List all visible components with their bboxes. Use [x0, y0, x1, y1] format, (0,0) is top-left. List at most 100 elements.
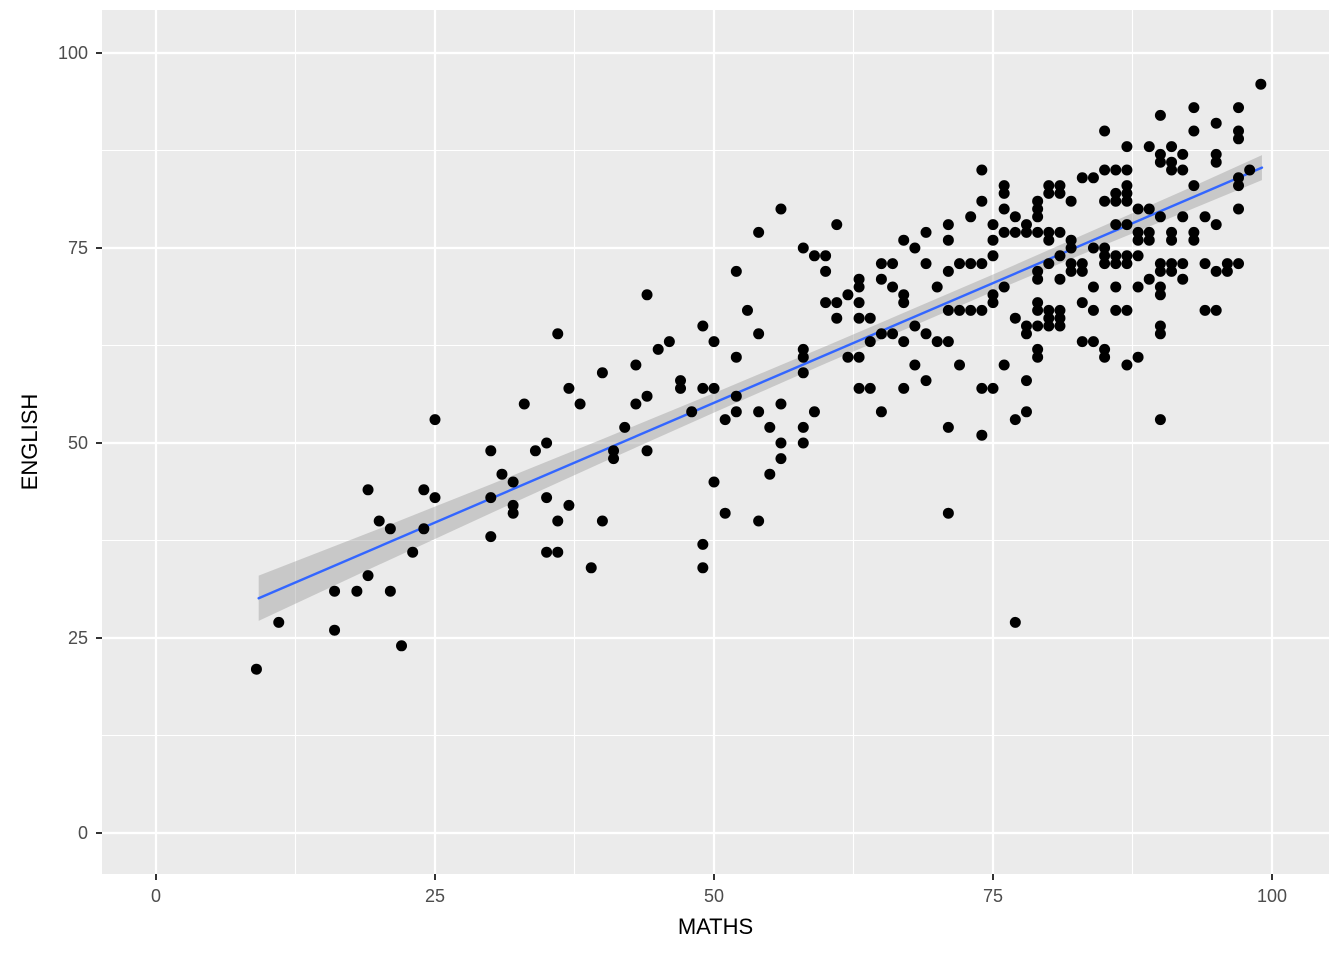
data-point: [853, 273, 865, 285]
data-point: [552, 515, 564, 527]
data-point: [1121, 258, 1133, 270]
data-point: [976, 164, 988, 176]
data-point: [485, 492, 497, 504]
data-point: [987, 289, 999, 301]
data-point: [864, 336, 876, 348]
y-tick-label: 75: [68, 238, 88, 258]
data-point: [362, 484, 374, 496]
data-point: [920, 328, 932, 340]
data-point: [931, 281, 943, 293]
data-point: [485, 531, 497, 543]
data-point: [1233, 203, 1245, 215]
data-point: [1166, 258, 1178, 270]
data-point: [507, 499, 519, 511]
data-point: [1099, 250, 1111, 262]
data-point: [853, 297, 865, 309]
data-point: [976, 304, 988, 316]
data-point: [630, 359, 642, 371]
data-point: [853, 281, 865, 293]
data-point: [775, 203, 787, 215]
data-point: [820, 297, 832, 309]
data-point: [708, 336, 720, 348]
data-point: [1110, 258, 1122, 270]
data-point: [1188, 125, 1200, 137]
data-point: [1121, 187, 1133, 199]
data-point: [675, 382, 687, 394]
data-point: [730, 390, 742, 402]
data-point: [1210, 117, 1222, 129]
data-point: [1032, 265, 1044, 277]
data-point: [820, 250, 832, 262]
data-point: [1177, 148, 1189, 160]
data-point: [1154, 289, 1166, 301]
data-point: [384, 523, 396, 535]
data-point: [1032, 297, 1044, 309]
data-point: [1032, 203, 1044, 215]
data-point: [630, 398, 642, 410]
data-point: [1143, 273, 1155, 285]
data-point: [1188, 102, 1200, 114]
data-point: [351, 585, 363, 597]
data-point: [831, 297, 843, 309]
data-point: [250, 663, 262, 675]
data-point: [1043, 320, 1055, 332]
data-point: [1143, 234, 1155, 246]
data-point: [987, 219, 999, 231]
data-point: [429, 414, 441, 426]
data-point: [998, 226, 1010, 238]
data-point: [574, 398, 586, 410]
data-point: [954, 304, 966, 316]
x-tick-label: 100: [1257, 886, 1287, 906]
data-point: [1020, 219, 1032, 231]
data-point: [1076, 336, 1088, 348]
data-point: [730, 406, 742, 418]
data-point: [853, 351, 865, 363]
data-point: [987, 250, 999, 262]
data-point: [719, 507, 731, 519]
data-point: [697, 320, 709, 332]
data-point: [384, 585, 396, 597]
data-point: [909, 359, 921, 371]
data-point: [329, 585, 341, 597]
data-point: [775, 437, 787, 449]
data-point: [663, 336, 675, 348]
data-point: [329, 624, 341, 636]
data-point: [775, 398, 787, 410]
data-point: [1043, 180, 1055, 192]
data-point: [675, 375, 687, 387]
data-point: [1132, 226, 1144, 238]
data-point: [1099, 258, 1111, 270]
data-point: [797, 367, 809, 379]
data-point: [942, 507, 954, 519]
data-point: [563, 382, 575, 394]
data-point: [1199, 211, 1211, 223]
data-point: [1188, 226, 1200, 238]
data-point: [1132, 203, 1144, 215]
data-point: [1099, 125, 1111, 137]
data-point: [619, 421, 631, 433]
data-point: [1154, 211, 1166, 223]
data-point: [1065, 195, 1077, 207]
data-point: [563, 499, 575, 511]
data-point: [1154, 281, 1166, 293]
data-point: [496, 468, 508, 480]
data-point: [1166, 141, 1178, 153]
data-point: [954, 359, 966, 371]
data-point: [541, 492, 553, 504]
data-point: [697, 562, 709, 574]
data-point: [1110, 250, 1122, 262]
data-point: [976, 429, 988, 441]
data-point: [1121, 141, 1133, 153]
data-point: [1020, 226, 1032, 238]
data-point: [775, 453, 787, 465]
data-point: [1054, 250, 1066, 262]
data-point: [898, 234, 910, 246]
data-point: [1032, 195, 1044, 207]
data-point: [507, 507, 519, 519]
data-point: [1121, 359, 1133, 371]
data-point: [1020, 320, 1032, 332]
x-tick-label: 50: [704, 886, 724, 906]
data-point: [529, 445, 541, 457]
data-point: [1233, 172, 1245, 184]
data-point: [1009, 414, 1021, 426]
